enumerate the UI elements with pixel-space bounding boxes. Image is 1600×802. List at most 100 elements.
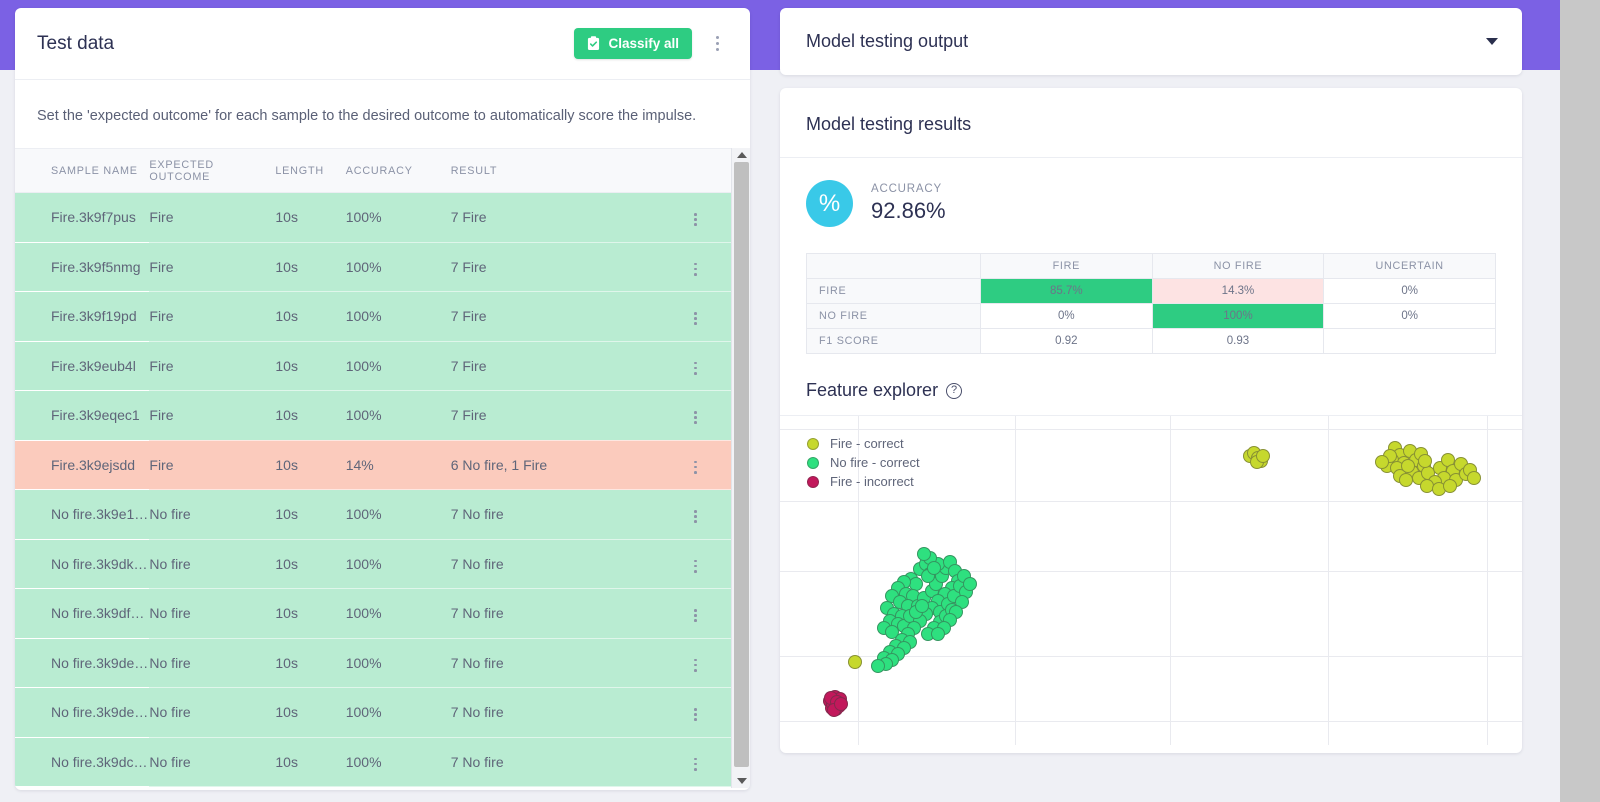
scatter-point[interactable] — [1467, 471, 1481, 485]
table-row[interactable]: Fire.3k9f7pus Fire 10s 100% 7 Fire — [15, 192, 750, 243]
feature-explorer-title: Feature explorer — [806, 380, 939, 400]
col-accuracy: ACCURACY — [345, 148, 451, 193]
row-more-vertical-icon[interactable] — [684, 257, 706, 281]
scatter-point[interactable] — [848, 655, 862, 669]
col-sample-name: SAMPLE NAME — [15, 148, 150, 193]
matrix-row-label: F1 SCORE — [806, 328, 981, 354]
table-row[interactable]: Fire.3k9ejsdd Fire 10s 14% 6 No fire, 1 Fire — [15, 440, 750, 490]
classify-all-button[interactable]: Classify all — [574, 28, 692, 59]
cell-result: 7 No fire — [450, 489, 677, 540]
cell-accuracy: 100% — [345, 489, 451, 540]
table-row[interactable]: Fire.3k9f19pd Fire 10s 100% 7 Fire — [15, 291, 750, 342]
cell-sample-name: Fire.3k9f7pus — [15, 192, 150, 243]
cell-expected-outcome: Fire — [149, 291, 276, 342]
scatter-point[interactable] — [871, 659, 885, 673]
scatter-point[interactable] — [834, 697, 848, 711]
cell-length: 10s — [275, 588, 346, 639]
row-more-vertical-icon[interactable] — [684, 604, 706, 628]
cell-expected-outcome: Fire — [149, 390, 276, 441]
row-more-vertical-icon[interactable] — [684, 208, 706, 232]
cell-expected-outcome: No fire — [149, 489, 276, 540]
question-mark-icon[interactable]: ? — [946, 382, 963, 399]
cell-expected-outcome: No fire — [149, 638, 276, 688]
model-testing-output-card[interactable]: Model testing output — [780, 8, 1522, 75]
cell-length: 10s — [275, 440, 346, 490]
row-more-vertical-icon[interactable] — [684, 653, 706, 677]
matrix-body: FIRE 85.7% 14.3% 0% NO FIRE 0% 100% 0% F1 SCORE 0… — [806, 278, 1496, 354]
col-result: RESULT — [450, 148, 677, 193]
more-vertical-icon[interactable] — [704, 29, 730, 59]
table-row[interactable]: No fire.3k9dep… No fire 10s 100% 7 No fire — [15, 638, 750, 688]
feature-explorer-header: Feature explorer ? — [780, 354, 1522, 415]
scatter-point[interactable] — [1399, 473, 1413, 487]
table-row[interactable]: Fire.3k9eub4l Fire 10s 100% 7 Fire — [15, 341, 750, 391]
gridline-horizontal — [780, 721, 1522, 722]
matrix-cell — [1323, 328, 1496, 354]
scrollbar-thumb[interactable] — [734, 162, 749, 767]
cell-sample-name: Fire.3k9eqec1 — [15, 390, 150, 441]
table-row[interactable]: No fire.3k9dc6… No fire 10s 100% 7 No fire — [15, 737, 750, 787]
scatter-point[interactable] — [931, 627, 945, 641]
model-testing-results-card: Model testing results % ACCURACY 92.86% … — [780, 88, 1522, 753]
row-more-vertical-icon[interactable] — [684, 752, 706, 776]
row-more-vertical-icon[interactable] — [684, 554, 706, 578]
cell-accuracy: 100% — [345, 242, 451, 292]
feature-explorer-scatter-plot[interactable]: Fire - correct No fire - correct Fire - in… — [780, 415, 1522, 745]
table-row[interactable]: No fire.3k9dfap9 No fire 10s 100% 7 No fire — [15, 588, 750, 639]
gridline-vertical — [1015, 416, 1016, 745]
table-scrollbar[interactable] — [731, 148, 750, 788]
scatter-point[interactable] — [963, 577, 977, 591]
scatter-point[interactable] — [1375, 455, 1389, 469]
confusion-matrix-table: FIRE NO FIRE UNCERTAIN FIRE 85.7% 14.3% 0% N… — [806, 253, 1496, 354]
cell-accuracy: 14% — [345, 440, 451, 490]
cell-result: 7 Fire — [450, 341, 677, 391]
legend-item[interactable]: Fire - incorrect — [807, 472, 920, 491]
cell-result: 7 Fire — [450, 390, 677, 441]
scatter-point[interactable] — [1443, 479, 1457, 493]
chevron-down-icon[interactable] — [1486, 38, 1498, 45]
row-more-vertical-icon[interactable] — [684, 505, 706, 529]
cell-accuracy: 100% — [345, 588, 451, 639]
gridline-horizontal — [780, 501, 1522, 502]
cell-accuracy: 100% — [345, 341, 451, 391]
accuracy-value: 92.86% — [871, 198, 946, 223]
row-more-vertical-icon[interactable] — [684, 356, 706, 380]
cell-length: 10s — [275, 687, 346, 738]
gridline-horizontal — [780, 571, 1522, 572]
window-scrollbar[interactable] — [1560, 0, 1600, 802]
test-data-description: Set the 'expected outcome' for each samp… — [37, 108, 697, 124]
table-row[interactable]: Fire.3k9f5nmg Fire 10s 100% 7 Fire — [15, 242, 750, 292]
percent-icon: % — [806, 180, 853, 227]
test-data-table: SAMPLE NAME EXPECTED OUTCOME LENGTH ACCU… — [15, 148, 750, 787]
scatter-point[interactable] — [1418, 454, 1432, 468]
row-more-vertical-icon[interactable] — [684, 406, 706, 430]
legend-item[interactable]: No fire - correct — [807, 453, 920, 472]
cell-sample-name: Fire.3k9ejsdd — [15, 440, 150, 490]
scatter-point[interactable] — [1256, 449, 1270, 463]
cell-expected-outcome: Fire — [149, 242, 276, 292]
scroll-up-icon[interactable] — [732, 148, 750, 162]
matrix-col-uncertain: UNCERTAIN — [1323, 253, 1496, 279]
legend-color-swatch — [807, 475, 819, 488]
table-row[interactable]: No fire.3k9e1k… No fire 10s 100% 7 No fire — [15, 489, 750, 540]
scroll-down-icon[interactable] — [732, 774, 750, 788]
cell-sample-name: Fire.3k9eub4l — [15, 341, 150, 391]
cell-result: 7 Fire — [450, 192, 677, 243]
cell-expected-outcome: No fire — [149, 687, 276, 738]
table-row[interactable]: No fire.3k9de9… No fire 10s 100% 7 No fire — [15, 687, 750, 738]
scatter-point[interactable] — [927, 561, 941, 575]
cell-length: 10s — [275, 291, 346, 342]
legend-label: Fire - incorrect — [830, 474, 914, 489]
legend-label: Fire - correct — [830, 436, 904, 451]
scatter-point[interactable] — [917, 547, 931, 561]
scatter-point[interactable] — [1401, 459, 1415, 473]
row-more-vertical-icon[interactable] — [684, 307, 706, 331]
cell-accuracy: 100% — [345, 737, 451, 787]
cell-result: 6 No fire, 1 Fire — [450, 440, 677, 490]
table-row[interactable]: No fire.3k9dk… No fire 10s 100% 7 No fire — [15, 539, 750, 589]
row-more-vertical-icon[interactable] — [684, 455, 706, 479]
legend-item[interactable]: Fire - correct — [807, 434, 920, 453]
scatter-point[interactable] — [915, 599, 929, 613]
row-more-vertical-icon[interactable] — [684, 703, 706, 727]
table-row[interactable]: Fire.3k9eqec1 Fire 10s 100% 7 Fire — [15, 390, 750, 441]
